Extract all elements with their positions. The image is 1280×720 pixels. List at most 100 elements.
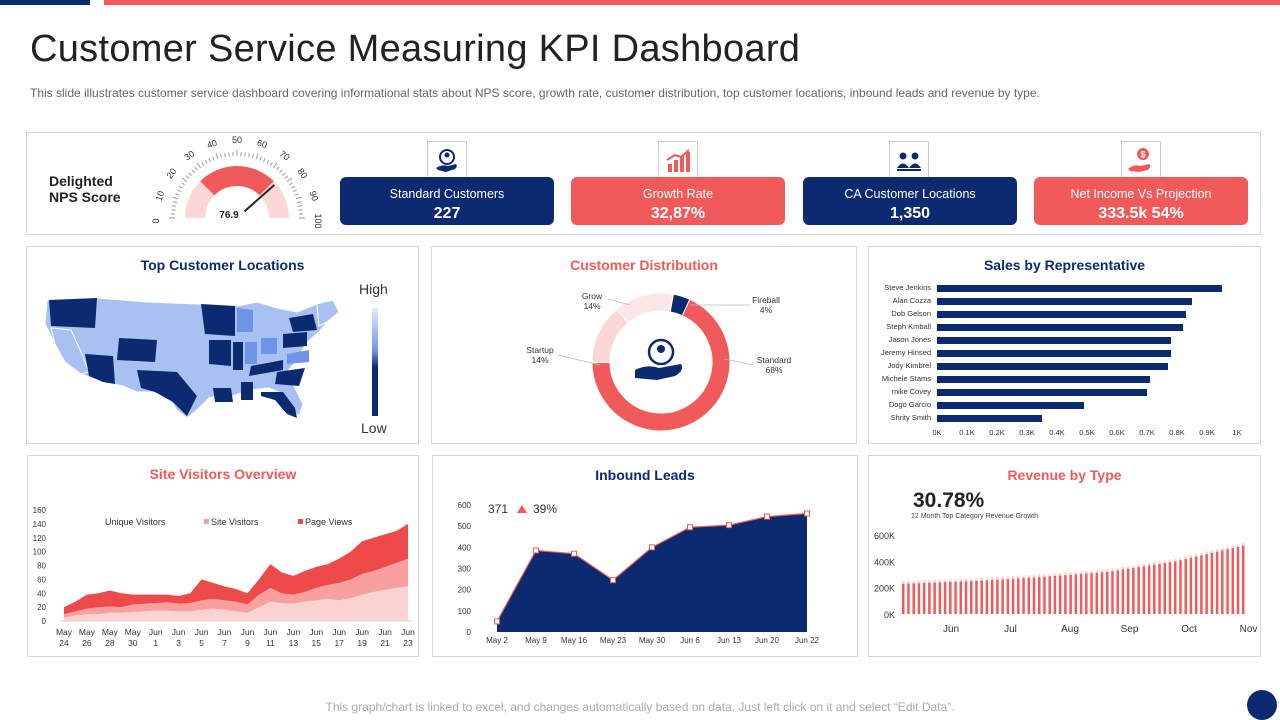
revenue-bar-cap xyxy=(912,580,915,584)
revenue-y-tick: 400K xyxy=(874,557,895,567)
donut-label-pct: 14% xyxy=(583,301,600,311)
leads-point xyxy=(494,618,500,625)
revenue-bar xyxy=(1184,559,1187,614)
kpi-value: 32,87% xyxy=(650,205,706,222)
revenue-bar-cap xyxy=(954,579,957,582)
panel-title: Top Customer Locations xyxy=(140,257,305,273)
region-michigan xyxy=(259,316,277,334)
revenue-bar xyxy=(985,580,989,614)
money-hand-icon: $ xyxy=(1128,148,1151,172)
revenue-bar-cap xyxy=(1126,566,1130,569)
gauge-scale-label: 80 xyxy=(296,166,310,180)
visitors-legend-swatch xyxy=(204,519,209,524)
corner-circle-button[interactable] xyxy=(1247,690,1277,720)
region-colorado xyxy=(117,338,157,362)
revenue-bar-cap xyxy=(1158,561,1161,564)
visitors-area-unique-visitors xyxy=(64,586,408,621)
revenue-y-tick: 200K xyxy=(874,584,895,594)
revenue-bar-cap xyxy=(990,577,994,580)
visitors-x-label-month: Jun xyxy=(309,627,323,637)
kpi-value: 333.5k 54% xyxy=(1098,205,1184,222)
revenue-bar xyxy=(1189,557,1193,614)
revenue-bar xyxy=(1221,550,1224,614)
gauge-tick xyxy=(215,153,219,160)
revenue-bar xyxy=(1079,573,1083,614)
revenue-bar-cap xyxy=(1184,556,1187,560)
revenue-bar-cap xyxy=(1069,572,1072,575)
visitors-x-label-month: Jun xyxy=(149,627,163,637)
revenue-bar-cap xyxy=(996,576,999,580)
top-accent-bar-red xyxy=(104,0,1280,5)
sales-rep-label: mike Covey xyxy=(892,387,931,396)
revenue-bar xyxy=(1142,566,1146,614)
visitors-x-label-month: Jun xyxy=(378,627,392,637)
revenue-bar-cap xyxy=(928,580,931,583)
revenue-bar xyxy=(1137,567,1140,614)
revenue-bar xyxy=(959,581,963,614)
gauge-tick xyxy=(248,153,250,158)
donut-leader-line xyxy=(607,298,631,306)
gauge-tick xyxy=(172,201,178,204)
revenue-bar xyxy=(1095,572,1099,614)
sales-x-tick: 0.3K xyxy=(1019,428,1034,437)
revenue-x-label: Nov xyxy=(1240,624,1258,635)
bar-chart-icon xyxy=(666,149,690,172)
donut-label-pct: 14% xyxy=(531,355,548,365)
us-map xyxy=(44,297,340,419)
revenue-x-label: Oct xyxy=(1181,624,1197,635)
visitors-x-label-day: 9 xyxy=(245,638,250,648)
kpi-icon-box-2 xyxy=(658,141,698,181)
leads-x-label: Jun 13 xyxy=(717,636,742,645)
leads-point xyxy=(726,522,732,529)
sales-x-tick: 1K xyxy=(1232,428,1241,437)
revenue-bar xyxy=(907,583,910,614)
revenue-bar xyxy=(1236,546,1240,614)
revenue-bar xyxy=(1069,574,1072,614)
revenue-bar-cap xyxy=(1147,562,1151,566)
visitors-legend-swatch xyxy=(298,519,303,524)
kpi-value: 227 xyxy=(433,205,461,222)
gauge-scale-label: 30 xyxy=(182,148,196,162)
revenue-bar-cap xyxy=(1064,572,1067,576)
gauge-tick xyxy=(294,193,299,196)
sales-x-tick: 0.2K xyxy=(989,428,1004,437)
region-pa xyxy=(283,332,307,348)
region-illinois xyxy=(233,342,243,370)
leads-stat-pct: 39% xyxy=(533,502,557,516)
donut-label-name: Grow xyxy=(582,291,603,301)
leads-y-tick: 0 xyxy=(467,628,472,637)
revenue-bar xyxy=(1226,549,1229,614)
panel-title: Revenue by Type xyxy=(1007,467,1122,483)
svg-text:$: $ xyxy=(1140,150,1145,160)
revenue-bar-cap xyxy=(1231,545,1235,549)
revenue-bar-cap xyxy=(917,580,921,584)
sales-rep-label: Jeremy Hinsed xyxy=(881,348,931,357)
revenue-bar xyxy=(1174,561,1177,614)
sales-bar xyxy=(937,285,1222,292)
revenue-bar xyxy=(1116,570,1119,614)
gauge-band-mid xyxy=(200,166,274,196)
visitors-y-tick: 100 xyxy=(33,548,47,557)
leads-y-tick: 200 xyxy=(458,586,472,595)
revenue-bar-cap xyxy=(1079,571,1083,574)
revenue-bar-cap xyxy=(1215,549,1219,552)
visitors-y-tick: 40 xyxy=(37,589,46,598)
panel-title: Sales by Representative xyxy=(983,257,1146,273)
revenue-bar xyxy=(1242,545,1245,614)
revenue-x-label: Jul xyxy=(1004,624,1017,635)
revenue-bar-cap xyxy=(970,578,973,582)
revenue-bar xyxy=(928,582,931,614)
region-missouri xyxy=(209,340,231,366)
revenue-bar-cap xyxy=(1106,569,1109,572)
revenue-bar xyxy=(912,583,915,614)
sales-bar xyxy=(937,363,1168,370)
sales-x-tick: 0.5K xyxy=(1079,428,1094,437)
sales-x-tick: 0.4K xyxy=(1049,428,1064,437)
gauge-tick xyxy=(191,169,195,174)
revenue-bar-cap xyxy=(949,579,952,582)
gauge-tick xyxy=(244,152,246,157)
leads-point xyxy=(571,550,577,557)
revenue-bar xyxy=(1111,571,1114,614)
revenue-bar-cap xyxy=(980,577,983,581)
